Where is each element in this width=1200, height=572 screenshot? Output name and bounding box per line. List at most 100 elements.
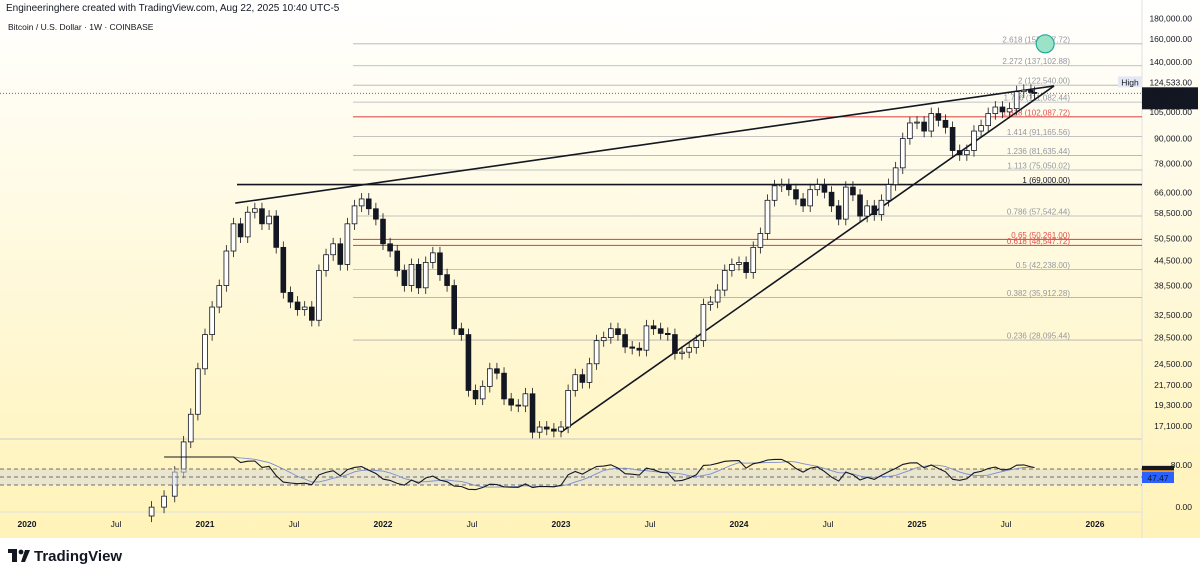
price-tick-label: 66,000.00 (1154, 187, 1192, 197)
candle-body (148, 506, 155, 517)
price-tick-label: 160,000.00 (1149, 34, 1192, 44)
candle-body (472, 390, 479, 400)
time-tick-label: 2022 (374, 519, 393, 529)
rsi-line (164, 456, 1035, 491)
fib-level-label: 1.618 (102,087.72) (1002, 108, 1070, 117)
candle-body (161, 495, 167, 508)
chart-background (0, 0, 1200, 538)
candle-body (287, 292, 294, 303)
high-value: 124,533.00 (1149, 77, 1192, 87)
candle-body (871, 205, 878, 216)
time-axis[interactable]: 2020 Jul 2021 Jul 2022 Jul 2023 Jul 2024 Jul 2025 J… (18, 519, 1105, 529)
candle-body (636, 347, 643, 351)
candle-body (223, 250, 230, 286)
price-tick-label: 44,500.00 (1154, 255, 1192, 265)
main-chart[interactable]: 2.618 (155,627.72) 2.272 (137,102.88) 2 (1… (0, 0, 1200, 538)
fib-level-label: 0.618 (48,547.72) (1007, 237, 1070, 246)
candle-body (529, 393, 536, 433)
price-badge-value: 116,910.29 (1146, 88, 1188, 98)
candle-body (579, 374, 586, 383)
candle-body (814, 184, 821, 191)
candle-body (280, 246, 287, 293)
candle-body (259, 208, 265, 225)
candle-body (202, 334, 208, 370)
fib-level-label: 2.618 (155,627.72) (1002, 35, 1070, 44)
candle-body (494, 368, 500, 374)
candle-body (800, 198, 806, 207)
price-tick-label: 105,000.00 (1149, 107, 1192, 117)
candle-body (864, 205, 870, 217)
candle-body (971, 130, 977, 151)
price-axis[interactable]: 180,000.00 160,000.00 140,000.00 105,000.00… (1149, 14, 1192, 431)
candle-body (956, 150, 963, 156)
candle-body (949, 127, 956, 151)
fib-level-label: 1 (69,000.00) (1022, 176, 1070, 185)
candle-body (778, 184, 785, 187)
candle-body (928, 113, 935, 132)
tradingview-logo-icon (8, 549, 30, 562)
price-tick-label: 32,500.00 (1154, 310, 1192, 320)
candle-body (465, 334, 472, 391)
rsi-badge (1142, 472, 1174, 484)
candle-body (771, 185, 778, 201)
candle-body (323, 254, 329, 271)
fib-level-label: 0.236 (28,095.44) (1007, 332, 1070, 341)
candle-body (850, 186, 856, 196)
rsi-badge-value: 47.47 (1147, 473, 1169, 483)
time-tick-label: Jul (1001, 519, 1012, 529)
candle-body (252, 208, 258, 213)
candle-body (316, 270, 322, 321)
price-tick-label: 24,500.00 (1154, 359, 1192, 369)
candle-body (657, 328, 664, 334)
candle-body (892, 167, 899, 185)
candle-body (843, 186, 849, 220)
candle-body (536, 426, 543, 433)
candle-body (515, 404, 522, 407)
candle-body (543, 426, 550, 430)
footer: TradingView (0, 538, 1200, 572)
time-tick-label: Jul (111, 519, 122, 529)
candle-body (387, 243, 393, 252)
time-tick-label: 2026 (1086, 519, 1105, 529)
tradingview-logo[interactable]: TradingView (8, 546, 122, 566)
candle-body (679, 351, 685, 354)
candle-body (301, 306, 308, 311)
candle-body (551, 428, 557, 432)
candles-layer (148, 84, 1038, 523)
candle-body (964, 150, 970, 156)
fib-level-label: 1.113 (75,050.02) (1007, 162, 1070, 171)
candle-body (729, 264, 735, 271)
candle-body (914, 121, 920, 124)
candle-body (736, 262, 742, 265)
candle-body (522, 393, 529, 407)
candle-body (793, 189, 799, 200)
candle-body (458, 328, 465, 335)
candle-body (337, 243, 344, 265)
candle-body (615, 328, 621, 335)
candle-body (486, 368, 493, 387)
price-badge (1142, 87, 1198, 110)
candle-body (273, 215, 279, 248)
candle-body (857, 194, 863, 217)
candle-body (935, 113, 942, 121)
rsi-pane: 80.00 0.00 (0, 456, 1192, 512)
candle-body (1031, 92, 1038, 94)
candle-body (600, 337, 607, 342)
candle-body (693, 340, 700, 348)
candle-body (686, 347, 692, 353)
publisher-credit: Engineeringhere created with TradingView… (6, 3, 340, 14)
candle-body (1028, 89, 1034, 93)
candle-body (622, 334, 628, 348)
candle-body (308, 306, 315, 321)
candle-body (451, 285, 457, 330)
price-badge-countdown: 2d 9h (1146, 98, 1168, 108)
candle-body (672, 334, 678, 354)
candle-body (750, 246, 757, 273)
symbol-title[interactable]: Bitcoin / U.S. Dollar · 1W · COINBASE (8, 22, 154, 32)
candle-body (743, 262, 749, 273)
candle-body (415, 264, 422, 289)
price-tick-label: 90,000.00 (1154, 134, 1192, 144)
fib-level-label: 2.272 (137,102.88) (1002, 57, 1070, 66)
fib-level-label: 0.382 (35,912.28) (1007, 289, 1070, 298)
high-label: High (1121, 77, 1139, 87)
